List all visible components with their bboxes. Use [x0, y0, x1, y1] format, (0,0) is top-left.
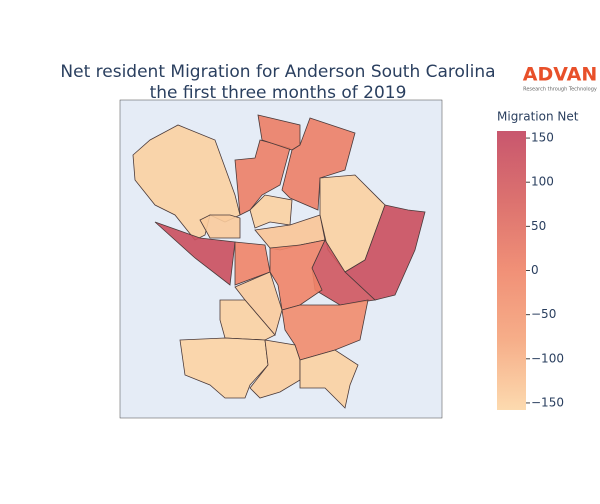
colorbar-tick-label: 100 — [531, 175, 554, 189]
colorbar-title: Migration Net — [497, 110, 579, 124]
colorbar-tick-label: 150 — [531, 131, 554, 145]
colorbar-tick-label: −100 — [531, 351, 564, 365]
region — [281, 299, 369, 361]
colorbar-tick-label: −150 — [531, 395, 564, 409]
region — [179, 337, 269, 399]
logo-name: ADVAN — [523, 64, 598, 86]
region — [281, 117, 356, 211]
region — [299, 349, 359, 409]
region — [269, 239, 326, 311]
region — [234, 139, 291, 216]
chart-title: Net resident Migration for Anderson Sout… — [60, 62, 495, 82]
region — [344, 204, 426, 301]
chart-title: the first three months of 2019 — [150, 83, 407, 103]
region — [199, 214, 241, 239]
regions — [132, 114, 426, 409]
region — [154, 221, 236, 286]
colorbar — [497, 131, 526, 410]
colorbar-tick-label: 50 — [531, 219, 546, 233]
logo-tagline: Research through Technology — [523, 87, 597, 93]
region — [249, 339, 301, 399]
colorbar-tick-label: −50 — [531, 307, 556, 321]
region — [234, 271, 283, 336]
colorbar-tick-label: 0 — [531, 263, 539, 277]
